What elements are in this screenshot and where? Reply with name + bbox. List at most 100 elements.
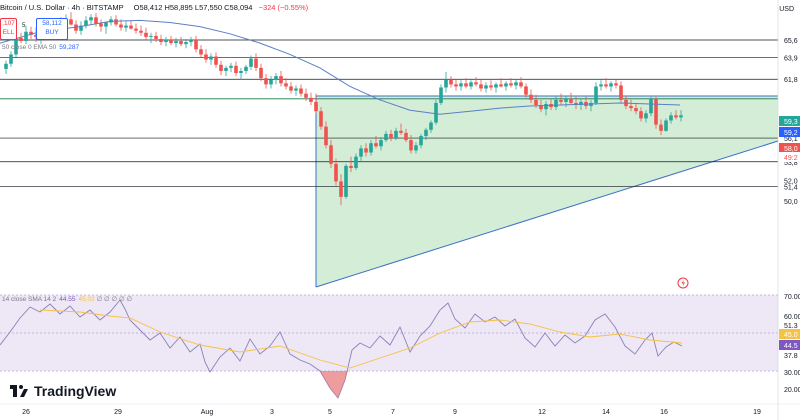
candle (514, 79, 518, 90)
sell-button[interactable]: ,107 ELL (0, 18, 17, 40)
candle-body (339, 181, 343, 197)
candle (269, 76, 273, 89)
candle-body (534, 99, 538, 106)
currency-label[interactable]: USD (779, 6, 794, 13)
candle-body (659, 124, 663, 131)
candle (24, 25, 28, 45)
candle (334, 158, 338, 186)
candle (604, 78, 608, 89)
ema-legend[interactable]: 50 close 0 EMA 50 59,287 (2, 44, 79, 51)
candle (209, 53, 213, 65)
candle-body (324, 126, 328, 146)
time-axis-label: 14 (602, 409, 610, 416)
candle-body (199, 49, 203, 55)
price-tag: 59,3 (779, 116, 800, 126)
candle-body (334, 163, 338, 182)
candle (319, 107, 323, 130)
time-axis-label: Aug (201, 409, 214, 416)
rsi-tag-bg (779, 329, 800, 339)
price-tag-label: 59,3 (784, 119, 798, 126)
candle-body (259, 67, 263, 79)
candle-body (219, 64, 223, 71)
candle (249, 55, 253, 70)
candle (524, 83, 528, 98)
price-axis-label: 56,1 (784, 136, 798, 143)
candle-body (384, 133, 388, 141)
candle-body (609, 83, 613, 87)
candle-body (449, 79, 453, 85)
candle (609, 81, 613, 92)
candle-body (144, 32, 148, 37)
symbol-title[interactable]: Bitcoin / U.S. Dollar · 4h · BITSTAMP (0, 3, 124, 12)
candle (519, 77, 523, 89)
rsi-legend[interactable]: 14 close SMA 14 2 44.55 45.02 ∅ ∅ ∅ ∅ ∅ (2, 295, 132, 303)
candle (674, 110, 678, 120)
candle (259, 63, 263, 82)
candle (554, 96, 558, 111)
candle-body (669, 115, 673, 121)
price-tag: 49:2 (779, 152, 800, 162)
candle (329, 140, 333, 168)
tradingview-logo[interactable]: TradingView (10, 383, 116, 399)
candle (184, 38, 188, 49)
candle (229, 62, 233, 72)
time-axis-label: 7 (391, 409, 395, 416)
candle (354, 153, 358, 171)
candle (399, 123, 403, 135)
candle (104, 21, 108, 34)
candle-body (274, 76, 278, 80)
candle (29, 26, 33, 39)
price-axis-label: 61,8 (784, 77, 798, 84)
candle (424, 127, 428, 141)
candle-body (374, 143, 378, 147)
rsi-axis-label: 44.5 (784, 343, 798, 350)
candle-body (344, 165, 348, 197)
rsi-sma-value: 45.02 (78, 296, 95, 303)
candle-body (124, 25, 128, 28)
candle-body (419, 135, 423, 146)
candle (9, 51, 13, 67)
price-change: −324 (−0.55%) (258, 3, 309, 12)
buy-label: BUY (45, 29, 59, 36)
candle-body (399, 130, 403, 133)
candle-body (649, 98, 653, 114)
candle (654, 96, 658, 129)
candle (669, 112, 673, 124)
candle (124, 21, 128, 32)
candle (69, 12, 73, 26)
candle (234, 61, 238, 77)
candle-body (104, 22, 108, 27)
rsi-oversold-fill (320, 371, 348, 398)
candle-body (329, 145, 333, 164)
candle (84, 16, 88, 29)
candle (449, 76, 453, 88)
buy-button[interactable]: 58,112 BUY (36, 18, 68, 40)
rsi-value: 44.55 (59, 296, 76, 303)
candle (239, 67, 243, 80)
price-axis-label: 52,0 (784, 178, 798, 185)
candle (214, 52, 218, 68)
candle-body (564, 98, 568, 102)
candle-body (469, 82, 473, 87)
candle-body (434, 102, 438, 123)
candle-body (529, 94, 533, 100)
candle (324, 121, 328, 149)
event-marker-icon[interactable] (677, 277, 689, 289)
candle (159, 34, 163, 46)
candle-body (84, 20, 88, 26)
price-tag-bg (779, 116, 800, 126)
buy-price: 58,112 (42, 20, 62, 27)
candle-body (154, 35, 158, 39)
candle-body (129, 25, 133, 29)
time-axis-label: 19 (753, 409, 761, 416)
rsi-axis-label: 20.00 (784, 387, 800, 394)
candle-body (509, 83, 513, 86)
price-tag-bg (779, 152, 800, 162)
candle-body (234, 65, 238, 74)
candle (204, 49, 208, 63)
candle (19, 32, 23, 44)
candle (304, 88, 308, 101)
candle-body (364, 148, 368, 153)
candle-body (89, 17, 93, 21)
